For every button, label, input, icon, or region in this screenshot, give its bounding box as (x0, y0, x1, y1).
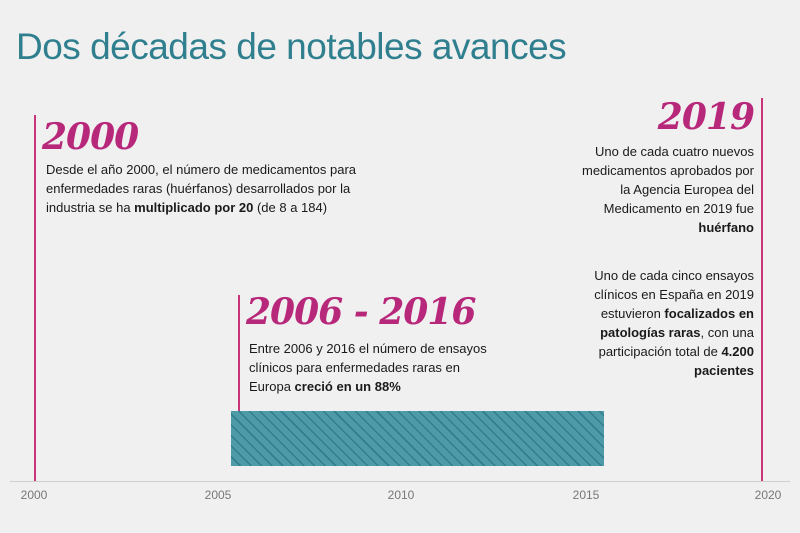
milestone-2019-text-2: Uno de cada cinco ensayos clínicos en Es… (589, 266, 754, 380)
year-heading-2000: 2000 (42, 116, 139, 158)
text-part: Uno de cada cuatro nuevos medicamentos a… (582, 144, 754, 216)
text-part: Entre 2006 y 2016 el número de ensayos c… (249, 341, 487, 394)
axis-tick: 2010 (387, 488, 415, 502)
milestone-2006-2016-text: Entre 2006 y 2016 el número de ensayos c… (249, 339, 494, 396)
timeline-marker-2006 (238, 295, 240, 411)
text-highlight: creció en un 88% (294, 379, 401, 394)
timeline-marker-2000 (34, 115, 36, 481)
text-part: Uno de cada cinco ensayos clínicos en Es… (594, 268, 754, 321)
axis-tick: 2000 (20, 488, 48, 502)
axis-tick: 2015 (572, 488, 600, 502)
text-part: (de 8 a 184) (253, 200, 328, 215)
axis-tick: 2020 (754, 488, 782, 502)
axis-tick: 2005 (204, 488, 232, 502)
text-highlight: huérfano (698, 220, 754, 235)
text-part: Desde el año 2000, el número de medicame… (46, 162, 357, 215)
text-highlight: multiplicado por 20 (134, 200, 254, 215)
text-highlight: focalizados en patologías raras (600, 306, 754, 340)
timeline-axis (10, 481, 790, 482)
milestone-2000-text: Desde el año 2000, el número de medicame… (46, 160, 366, 217)
page-title: Dos décadas de notables avances (16, 26, 567, 67)
year-heading-2006-2016: 2006 - 2016 (246, 291, 476, 333)
period-bar-2006-2016 (231, 411, 604, 466)
milestone-2019-text-1: Uno de cada cuatro nuevos medicamentos a… (579, 142, 754, 237)
year-heading-2019: 2019 (657, 96, 755, 138)
text-part: , con una participación total de (598, 325, 754, 359)
timeline-marker-2019 (761, 98, 763, 481)
text-highlight: 4.200 pacientes (694, 344, 754, 378)
